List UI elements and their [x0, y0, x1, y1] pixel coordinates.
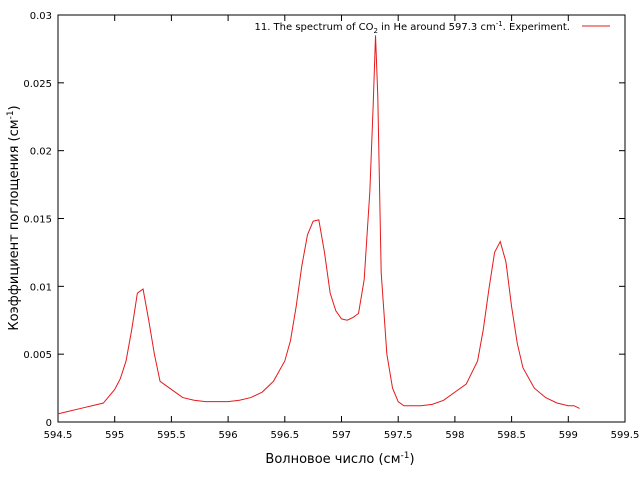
x-axis-label: Волновое число (см-1)	[265, 451, 414, 467]
x-tick-label: 596	[219, 430, 238, 441]
x-tick-label: 595.5	[157, 430, 186, 441]
plot-frame	[57, 14, 626, 423]
y-tick-label: 0	[46, 418, 52, 429]
x-tick-label: 595	[105, 430, 124, 441]
y-tick-label: 0.005	[23, 350, 52, 361]
x-tick-label: 598	[445, 430, 464, 441]
x-tick-label: 599.5	[611, 430, 640, 441]
legend-label: 11. The spectrum of CO2 in He around 597…	[254, 20, 570, 35]
y-tick-label: 0.03	[30, 11, 52, 22]
x-tick-label: 594.5	[44, 430, 73, 441]
y-tick-label: 0.01	[30, 282, 52, 293]
y-axis-label: Коэффициент поглощения (см-1)	[6, 105, 22, 330]
x-tick-label: 596.5	[270, 430, 299, 441]
y-axis-ticks: 0 0.005 0.01 0.015 0.02 0.025 0.03	[23, 11, 625, 429]
x-tick-label: 597.5	[384, 430, 413, 441]
x-axis-ticks: 594.5 595 595.5 596 596.5 597 597.5 598 598.5 599…	[44, 15, 640, 441]
legend: 11. The spectrum of CO2 in He around 597…	[254, 20, 610, 35]
y-tick-label: 0.025	[23, 79, 52, 90]
x-tick-label: 597	[332, 430, 351, 441]
x-tick-label: 598.5	[497, 430, 526, 441]
series-line	[57, 35, 580, 415]
x-tick-label: 599	[559, 430, 578, 441]
y-tick-label: 0.02	[30, 147, 52, 158]
y-tick-label: 0.015	[23, 215, 52, 226]
